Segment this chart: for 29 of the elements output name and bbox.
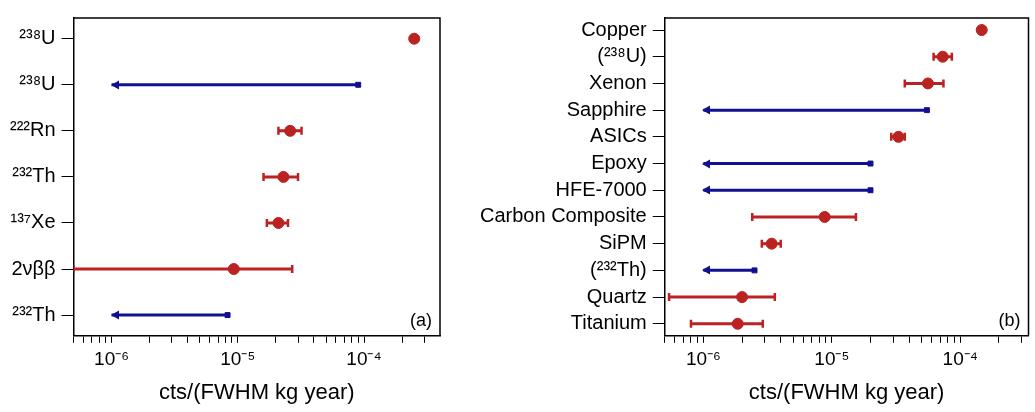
- x-tick-label: 10⁻⁵: [220, 348, 256, 370]
- y-tick-label: ASICs: [590, 124, 647, 147]
- y-tick-label: ²³²Th: [12, 164, 56, 187]
- x-tick-label: 10⁻⁴: [346, 348, 382, 370]
- y-tick-label: (²³⁸U): [597, 44, 647, 67]
- y-tick-label: Xenon: [588, 70, 647, 93]
- y-tick-label: ²³²Th: [12, 302, 56, 325]
- x-axis-title: cts/(FWHM kg year): [158, 378, 355, 404]
- y-tick-label: Copper: [581, 17, 648, 40]
- x-tick-label: 10⁻⁶: [685, 348, 721, 370]
- x-axis-title: cts/(FWHM kg year): [748, 378, 945, 404]
- x-tick-label: 10⁻⁴: [942, 348, 978, 370]
- annotation: (a): [410, 309, 432, 330]
- y-tick-label: Titanium: [570, 311, 647, 334]
- y-tick-label: Sapphire: [566, 97, 647, 120]
- y-tick-label: SiPM: [598, 231, 647, 254]
- y-tick-label: HFE-7000: [555, 177, 647, 200]
- y-tick-label: ²³⁸U: [19, 72, 56, 95]
- y-tick-label: Epoxy: [591, 151, 647, 174]
- y-tick-label: Quartz: [586, 284, 647, 307]
- y-tick-label: ¹³⁷Xe: [10, 210, 56, 233]
- y-tick-label: (²³²Th): [590, 257, 647, 280]
- y-tick-label: 2νββ: [11, 256, 56, 279]
- y-tick-label: Carbon Composite: [480, 204, 647, 227]
- y-tick-label: ²³⁸U: [19, 26, 56, 49]
- y-tick-label: ²²²Rn: [10, 118, 56, 141]
- x-tick-label: 10⁻⁵: [814, 348, 850, 370]
- annotation: (b): [998, 309, 1021, 330]
- x-tick-label: 10⁻⁶: [94, 348, 130, 370]
